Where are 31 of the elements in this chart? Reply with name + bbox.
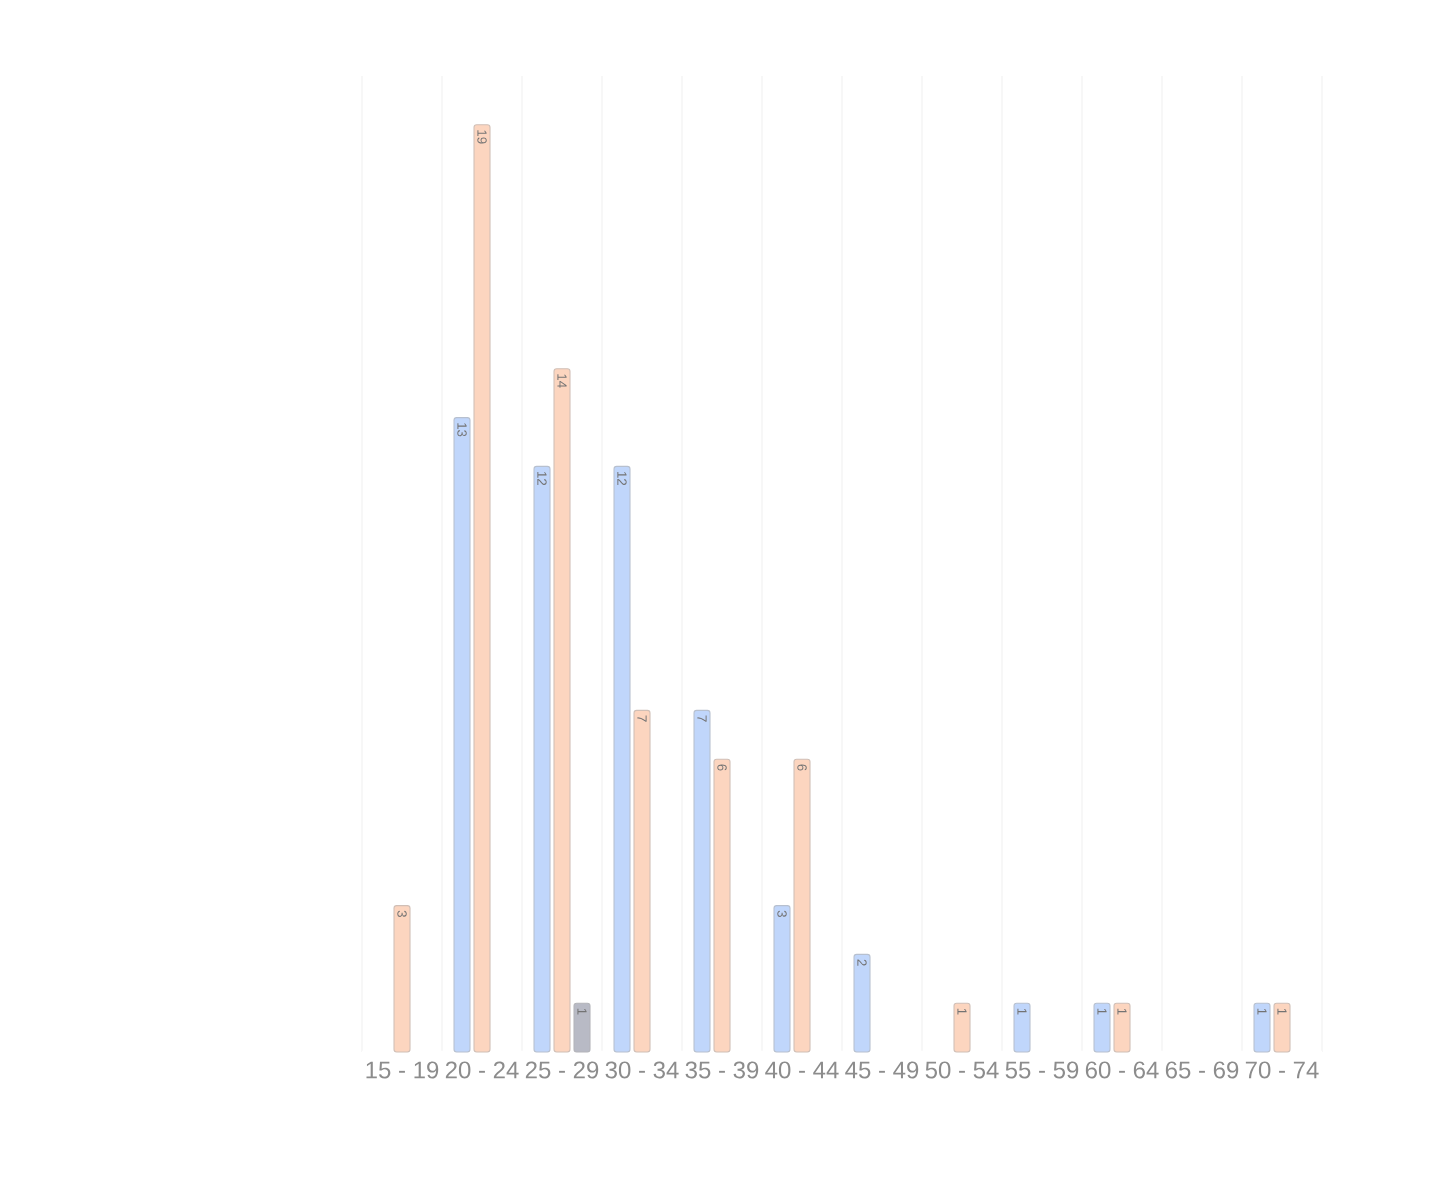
bar — [1113, 1002, 1131, 1053]
x-tick-label: 40 - 44 — [765, 1061, 839, 1079]
bar — [1273, 1002, 1291, 1053]
x-tick-label: 50 - 54 — [925, 1061, 999, 1079]
bar — [713, 758, 731, 1053]
x-tick-label: 25 - 29 — [525, 1061, 599, 1079]
bar — [953, 1002, 971, 1053]
bar — [773, 905, 791, 1053]
bar — [693, 709, 711, 1053]
x-tick-label: 60 - 64 — [1085, 1061, 1159, 1079]
x-tick-label: 20 - 24 — [445, 1061, 519, 1079]
bar — [553, 368, 571, 1053]
bar — [633, 709, 651, 1053]
bar — [473, 124, 491, 1053]
x-tick-label: 35 - 39 — [685, 1061, 759, 1079]
bar — [1253, 1002, 1271, 1053]
bar — [793, 758, 811, 1053]
bar — [573, 1002, 591, 1053]
x-tick-label: 55 - 59 — [1005, 1061, 1079, 1079]
x-tick-label: 15 - 19 — [366, 1061, 439, 1079]
bar — [393, 905, 411, 1053]
bar — [613, 465, 631, 1053]
x-tick-label: 45 - 49 — [845, 1061, 919, 1079]
bar — [1013, 1002, 1031, 1053]
bar — [1093, 1002, 1111, 1053]
x-tick-label: 65 - 69 — [1165, 1061, 1239, 1079]
x-tick-label: 30 - 34 — [605, 1061, 679, 1079]
bar — [453, 417, 471, 1053]
x-tick-label: 70 - 74 — [1245, 1061, 1319, 1079]
bar — [853, 953, 871, 1053]
bar — [533, 465, 551, 1053]
